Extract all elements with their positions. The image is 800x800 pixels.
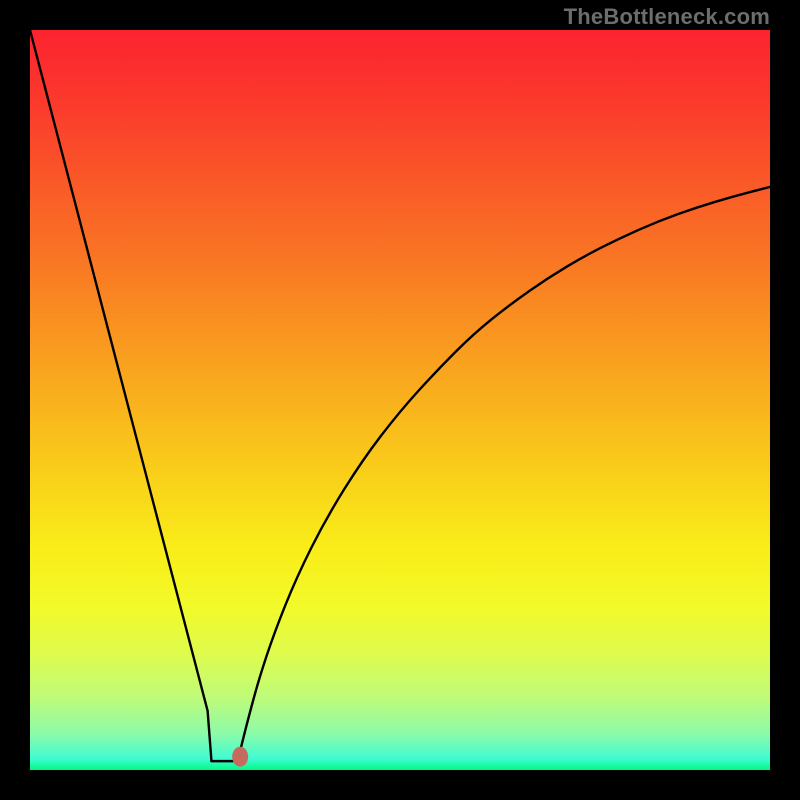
watermark-text: TheBottleneck.com bbox=[564, 4, 770, 30]
plot-area bbox=[30, 30, 770, 770]
gradient-background bbox=[30, 30, 770, 770]
plot-svg bbox=[30, 30, 770, 770]
optimal-point-marker bbox=[232, 747, 248, 767]
chart-frame: TheBottleneck.com bbox=[0, 0, 800, 800]
